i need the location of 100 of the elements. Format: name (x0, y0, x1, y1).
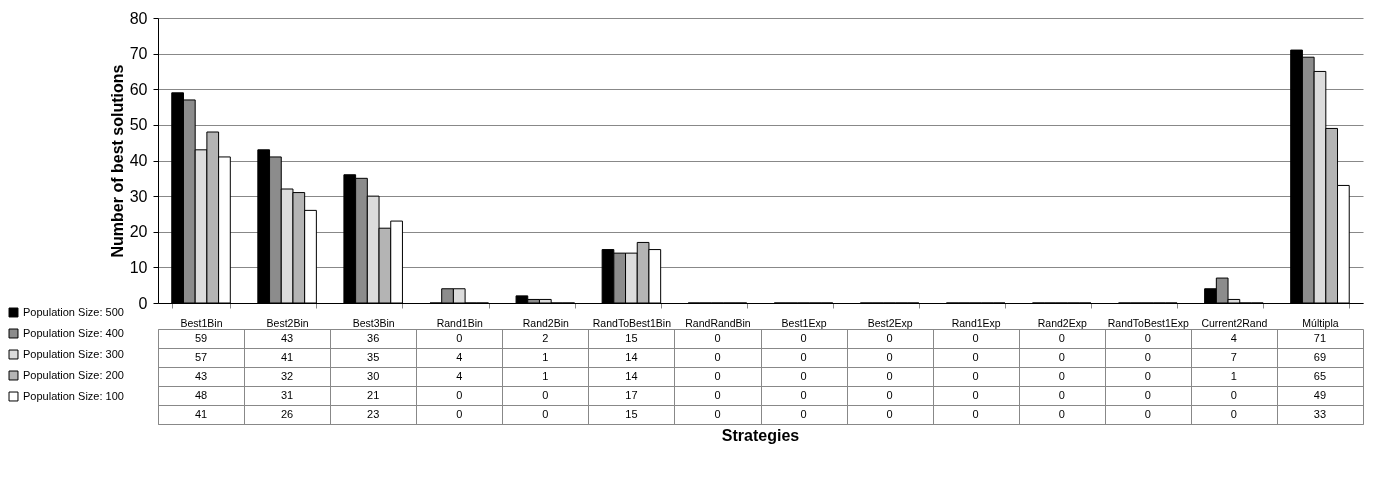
data-label: 2 (542, 331, 549, 344)
data-label: 1 (1230, 369, 1237, 382)
data-label: 0 (1144, 388, 1151, 401)
data-label: 0 (714, 350, 721, 363)
data-label: 0 (542, 407, 549, 420)
data-label: 15 (625, 331, 638, 344)
data-label: 21 (367, 388, 380, 401)
data-label: 0 (714, 331, 721, 344)
data-label: 0 (456, 388, 463, 401)
data-label: 0 (456, 407, 463, 420)
x-tick-label: Múltipla (1302, 316, 1339, 329)
y-tick-label: 0 (138, 294, 148, 312)
y-tick-label: 50 (129, 116, 148, 134)
data-label: 43 (194, 369, 208, 382)
data-label: 0 (1144, 331, 1151, 344)
legend-label: Population Size: 200 (23, 368, 124, 381)
data-label: 1 (542, 369, 549, 382)
data-label: 7 (1230, 350, 1237, 363)
x-tick-label: RandToBest1Bin (592, 316, 672, 329)
x-tick-label: Best2Exp (867, 316, 913, 329)
data-label: 0 (972, 407, 979, 420)
data-label: 41 (280, 350, 294, 363)
data-label: 0 (972, 388, 979, 401)
data-label: 0 (972, 350, 979, 363)
legend-label: Population Size: 300 (23, 347, 124, 360)
data-label: 0 (800, 407, 807, 420)
data-label: 32 (280, 369, 294, 382)
x-tick-label: Best2Bin (266, 316, 309, 329)
data-label: 0 (1058, 350, 1065, 363)
y-tick-label: 60 (129, 80, 148, 98)
data-label: 41 (194, 407, 208, 420)
data-label: 0 (886, 369, 893, 382)
data-label: 0 (1058, 388, 1065, 401)
data-label: 0 (800, 350, 807, 363)
y-tick-label: 80 (129, 9, 148, 27)
data-label: 36 (367, 331, 380, 344)
data-label: 0 (886, 331, 893, 344)
data-label: 31 (280, 388, 294, 401)
x-tick-label: Best3Bin (352, 316, 395, 329)
data-label: 0 (1144, 407, 1151, 420)
data-label: 0 (972, 369, 979, 382)
data-label: 0 (714, 369, 721, 382)
y-axis-title: Number of best solutions (108, 64, 126, 258)
data-label: 0 (456, 331, 463, 344)
data-label: 17 (625, 388, 638, 401)
text: Strategies (721, 427, 800, 444)
data-label: 0 (1058, 369, 1065, 382)
data-label: 0 (542, 388, 549, 401)
x-tick-label: Rand2Bin (522, 316, 570, 329)
y-tick-label: 10 (129, 258, 148, 276)
data-label: 4 (1230, 331, 1237, 344)
y-tick-label: 30 (129, 187, 148, 205)
data-label: 1 (542, 350, 549, 363)
data-label: 59 (194, 331, 208, 344)
data-label: 0 (1144, 350, 1151, 363)
data-label: 0 (800, 388, 807, 401)
x-tick-label: RandRandBin (685, 316, 751, 329)
data-label: 0 (1144, 369, 1151, 382)
data-label: 33 (1313, 407, 1327, 420)
x-tick-label: Current2Rand (1201, 316, 1268, 329)
data-label: 0 (1058, 331, 1065, 344)
y-tick-label: 70 (129, 45, 148, 63)
data-label: 0 (886, 407, 893, 420)
data-label: 23 (367, 407, 380, 420)
data-label: 0 (714, 407, 721, 420)
data-label: 0 (714, 388, 721, 401)
data-label: 57 (194, 350, 208, 363)
x-tick-label: Rand1Bin (436, 316, 483, 329)
data-label: 0 (1058, 407, 1065, 420)
data-label: 35 (367, 350, 380, 363)
data-label: 48 (194, 388, 208, 401)
data-label: 0 (1230, 388, 1237, 401)
legend-label: Population Size: 100 (23, 389, 124, 402)
data-label: 49 (1313, 388, 1327, 401)
data-label: 30 (367, 369, 380, 382)
data-label: 0 (886, 350, 893, 363)
data-label: 71 (1313, 331, 1327, 344)
x-tick-label: Best1Exp (781, 316, 827, 329)
x-tick-label: Rand2Exp (1037, 316, 1087, 329)
data-label: 0 (1230, 407, 1237, 420)
data-label: 43 (280, 331, 294, 344)
x-tick-label: RandToBest1Exp (1107, 316, 1190, 329)
legend-label: Population Size: 500 (23, 305, 124, 318)
y-tick-label: 40 (129, 152, 148, 169)
data-label: 65 (1313, 369, 1327, 382)
y-tick-label: 20 (129, 223, 148, 241)
data-label: 26 (280, 407, 294, 420)
x-tick-label: Best1Bin (180, 316, 223, 329)
data-label: 4 (456, 350, 463, 363)
legend-label: Population Size: 400 (23, 326, 124, 339)
x-tick-label: Rand1Exp (951, 316, 1001, 329)
data-label: 0 (800, 369, 807, 382)
data-label: 15 (625, 407, 638, 420)
data-label: 0 (972, 331, 979, 344)
data-label: 69 (1313, 350, 1327, 363)
data-label: 0 (800, 331, 807, 344)
data-label: 14 (625, 350, 638, 363)
data-label: 0 (886, 388, 893, 401)
data-label: 4 (456, 369, 463, 382)
data-label: 14 (625, 369, 638, 382)
